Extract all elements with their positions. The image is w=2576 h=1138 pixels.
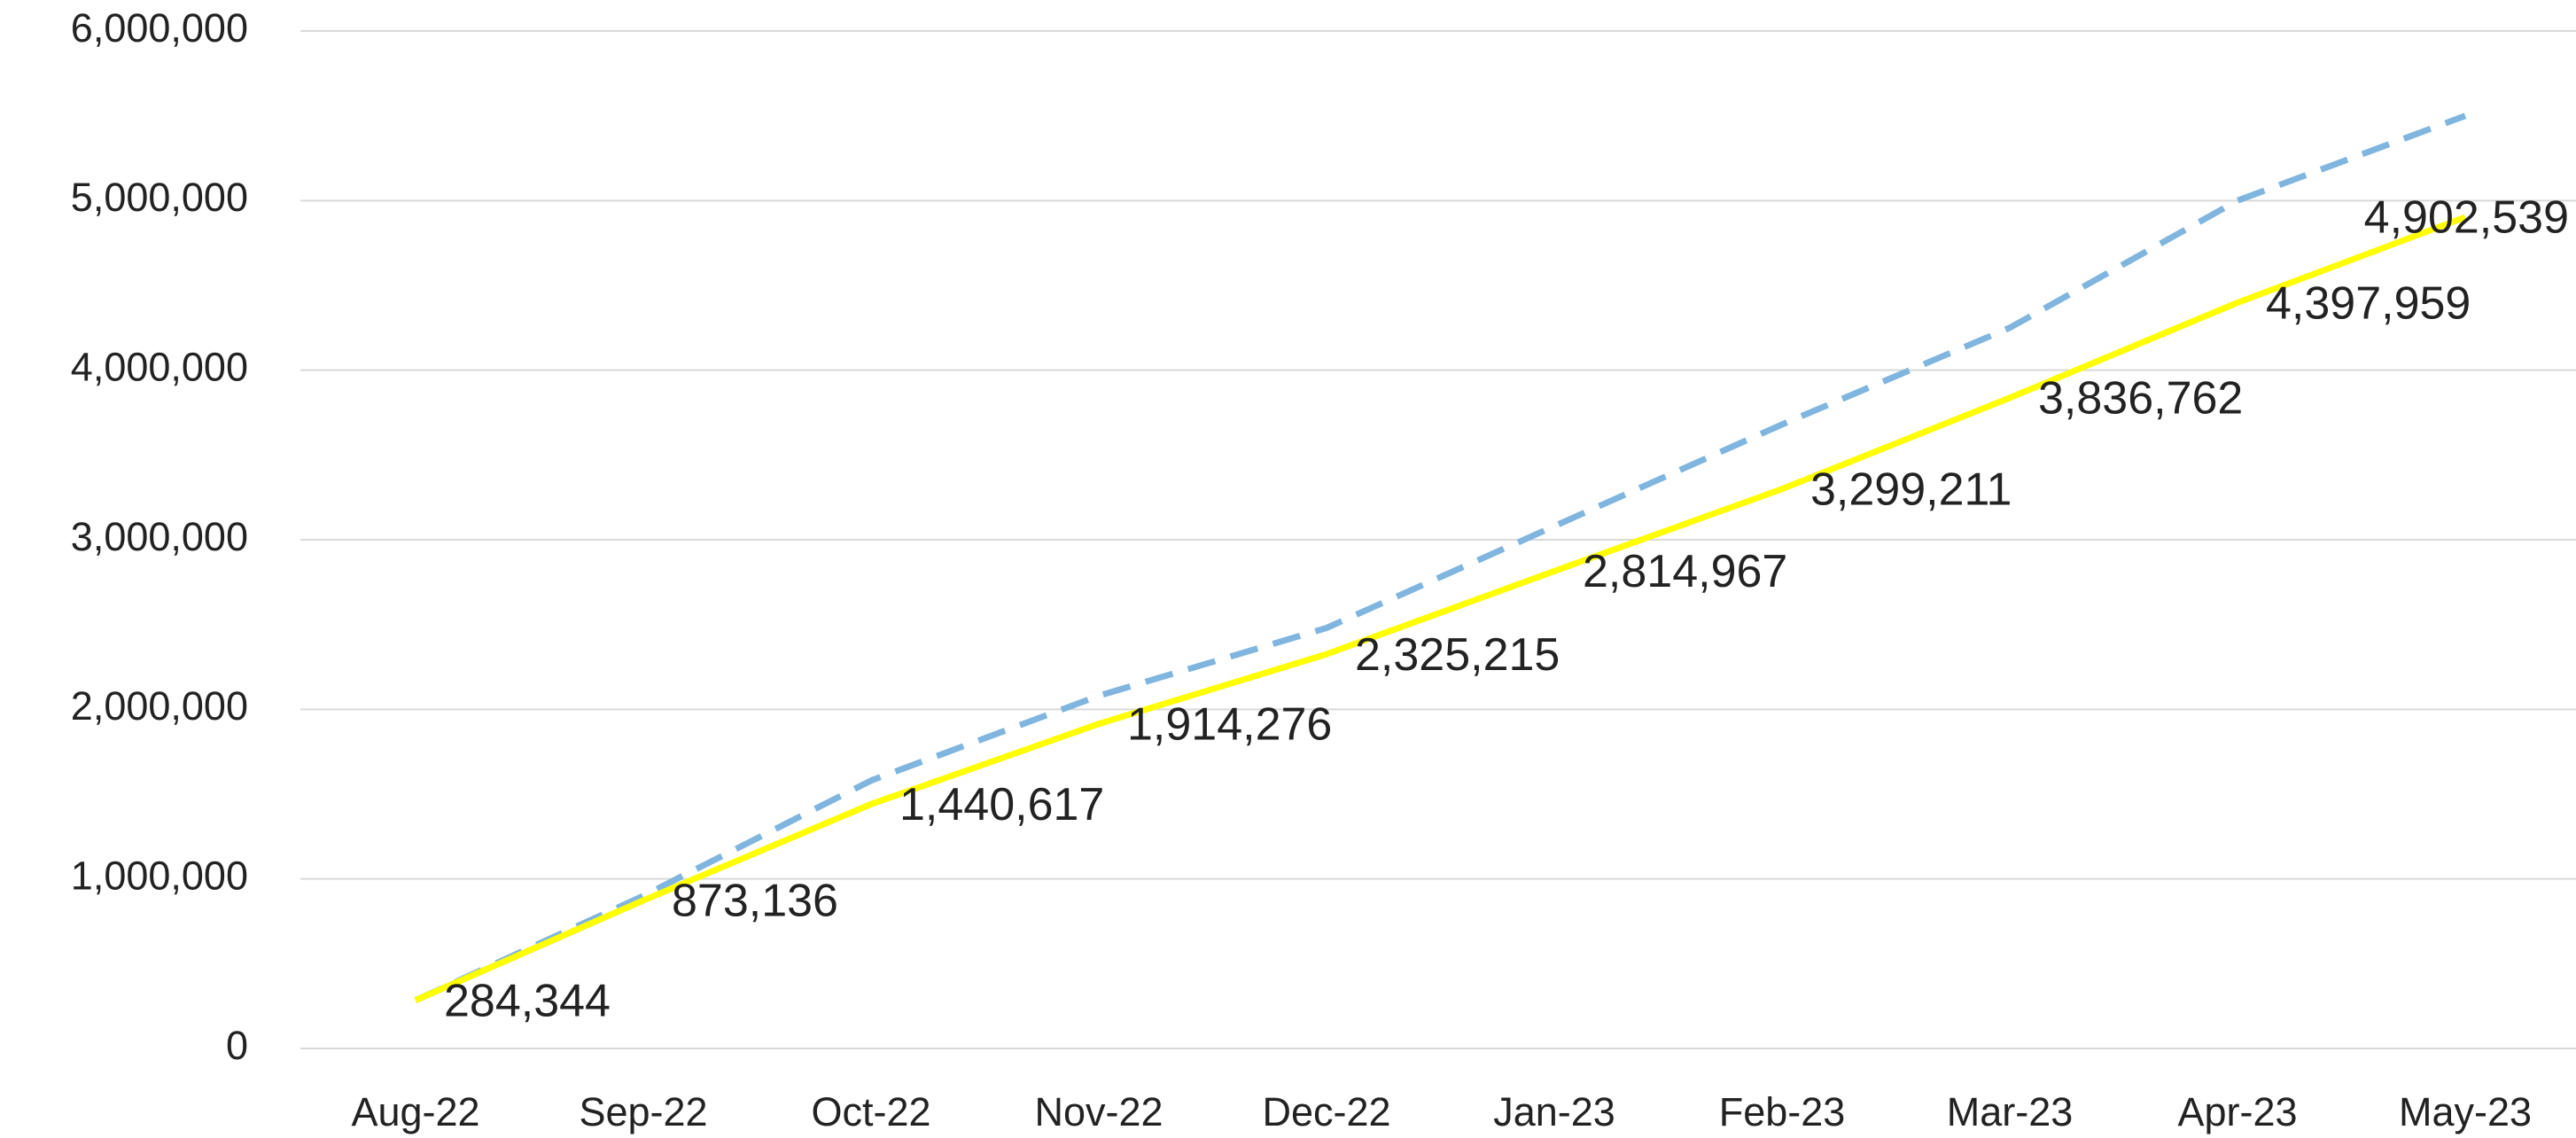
x-tick-label: Feb-23 bbox=[1719, 1089, 1846, 1134]
x-tick-label: Nov-22 bbox=[1034, 1089, 1163, 1134]
data-label: 4,397,959 bbox=[2266, 277, 2471, 329]
x-tick-label: Oct-22 bbox=[811, 1089, 930, 1134]
y-tick-label: 5,000,000 bbox=[71, 175, 248, 220]
data-label: 1,914,276 bbox=[1127, 698, 1332, 750]
data-label: 2,814,967 bbox=[1583, 546, 1787, 597]
y-tick-label: 6,000,000 bbox=[71, 5, 248, 51]
x-tick-label: Dec-22 bbox=[1262, 1089, 1390, 1134]
x-tick-label: May-23 bbox=[2399, 1089, 2532, 1134]
data-label: 4,902,539 bbox=[2364, 192, 2569, 244]
x-tick-label: Aug-22 bbox=[351, 1089, 479, 1134]
data-label: 1,440,617 bbox=[899, 779, 1104, 830]
data-label: 873,136 bbox=[672, 876, 838, 927]
series-line bbox=[414, 113, 2467, 1003]
x-tick-label: Mar-23 bbox=[1947, 1089, 2074, 1134]
y-tick-label: 1,000,000 bbox=[71, 854, 248, 899]
data-label: 284,344 bbox=[444, 975, 611, 1026]
data-label: 3,299,211 bbox=[1810, 464, 2012, 515]
y-tick-label: 3,000,000 bbox=[71, 514, 248, 559]
x-tick-label: Apr-23 bbox=[2177, 1089, 2297, 1134]
x-tick-label: Sep-22 bbox=[579, 1089, 707, 1134]
data-label: 2,325,215 bbox=[1355, 629, 1560, 681]
series-line bbox=[414, 214, 2467, 1003]
y-tick-label: 2,000,000 bbox=[71, 683, 248, 729]
x-tick-label: Jan-23 bbox=[1493, 1089, 1615, 1134]
data-label: 3,836,762 bbox=[2038, 373, 2243, 425]
y-tick-label: 0 bbox=[226, 1023, 248, 1068]
y-tick-label: 4,000,000 bbox=[71, 345, 248, 390]
